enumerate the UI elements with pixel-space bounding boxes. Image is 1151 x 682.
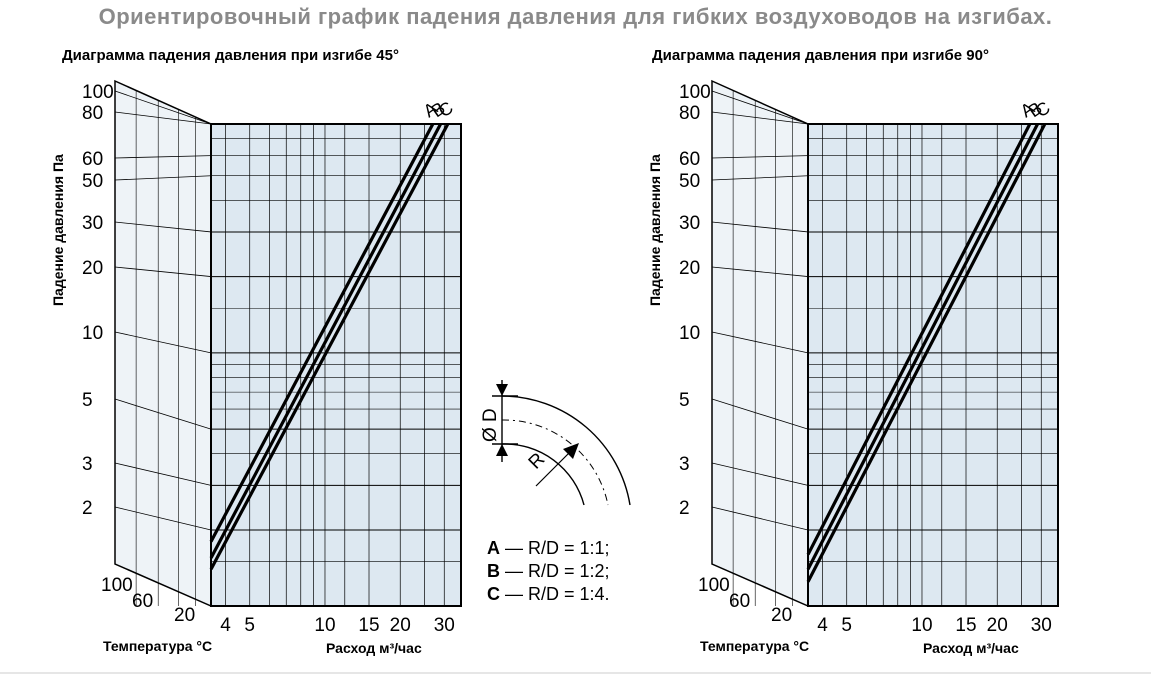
temperature-grid-line	[114, 462, 212, 486]
radius-arrow	[563, 443, 579, 459]
plot-area	[210, 123, 462, 607]
outer-arc	[501, 395, 631, 506]
temperature-grid-line	[114, 266, 212, 277]
temperature-tick-label: 60	[729, 591, 750, 612]
y-tick-label: 3	[82, 454, 93, 475]
series-line-C	[806, 123, 1047, 583]
y-tick-label: 2	[679, 498, 690, 519]
legend-b: B — R/D = 1:2;	[487, 561, 610, 582]
y-tick-label: 2	[82, 498, 93, 519]
diameter-label: Ø D	[480, 408, 501, 442]
temperature-tick-label: 60	[132, 591, 153, 612]
series-line-A	[806, 123, 1032, 556]
x-tick-label: 30	[1031, 615, 1052, 636]
temperature-grid-line	[711, 90, 809, 125]
x-tick-label: 30	[434, 615, 455, 636]
x-tick-label: 15	[358, 615, 379, 636]
legend-c: C — R/D = 1:4.	[487, 584, 610, 605]
y-tick-label: 20	[82, 258, 103, 279]
x-tick-label: 20	[390, 615, 411, 636]
temperature-grid-line	[114, 221, 212, 233]
series-line-A	[209, 123, 435, 543]
x-axis-label: Расход м³/час	[326, 640, 422, 656]
temperature-grid-line	[711, 266, 809, 277]
series-line-C	[209, 123, 450, 571]
legend-b-key: B	[487, 561, 500, 581]
y-tick-label: 5	[82, 390, 93, 411]
y-tick-label: 80	[679, 103, 700, 124]
inner-arc	[501, 443, 585, 506]
series-line-B	[209, 123, 442, 559]
legend-c-text: — R/D = 1:4.	[500, 584, 610, 604]
legend-a-key: A	[487, 538, 500, 558]
temperature-tick-label: 20	[174, 605, 195, 626]
legend-b-text: — R/D = 1:2;	[500, 561, 610, 581]
chart-title-90: Диаграмма падения давления при изгибе 90…	[652, 47, 989, 64]
y-axis-label: Падение давления Па	[50, 154, 66, 306]
x-tick-label: 4	[817, 615, 828, 636]
y-tick-label: 100	[82, 82, 114, 103]
temperature-grid-line	[114, 111, 212, 125]
y-tick-label: 10	[82, 323, 103, 344]
d-arrow-top	[496, 384, 508, 396]
x-axis-label: Расход м³/час	[923, 640, 1019, 656]
x-tick-label: 4	[220, 615, 231, 636]
x-tick-label: 10	[314, 615, 335, 636]
temperature-tick-label: 20	[771, 605, 792, 626]
y-tick-label: 30	[82, 213, 103, 234]
series-line-B	[806, 123, 1040, 570]
chart-title-45: Диаграмма падения давления при изгибе 45…	[62, 47, 399, 64]
temperature-grid-line	[711, 331, 809, 354]
y-tick-label: 20	[679, 258, 700, 279]
temperature-grid-line	[114, 155, 212, 159]
temperature-tick-label: 100	[101, 575, 133, 596]
plot-area	[807, 123, 1059, 607]
y-tick-label: 10	[679, 323, 700, 344]
temperature-grid-line	[114, 175, 212, 181]
y-tick-label: 5	[679, 390, 690, 411]
radius-label: R	[525, 449, 550, 474]
x-tick-label: 20	[987, 615, 1008, 636]
centerline-arc	[501, 419, 609, 506]
y-tick-label: 60	[679, 149, 700, 170]
temperature-grid-line	[711, 506, 809, 531]
legend-c-key: C	[487, 584, 500, 604]
x-tick-label: 10	[911, 615, 932, 636]
y-tick-label: 50	[679, 171, 700, 192]
y-tick-label: 60	[82, 149, 103, 170]
x-tick-label: 5	[244, 615, 255, 636]
y-axis-label: Падение давления Па	[647, 154, 663, 306]
temperature-grid-line	[711, 462, 809, 486]
x-tick-label: 15	[955, 615, 976, 636]
temperature-grid-line	[711, 175, 809, 181]
d-arrow-bottom	[496, 444, 508, 456]
temperature-axis-label: Температура °С	[700, 638, 809, 654]
y-tick-label: 30	[679, 213, 700, 234]
bend-geometry	[492, 380, 631, 506]
temperature-grid-line	[114, 506, 212, 531]
temperature-grid-line	[114, 90, 212, 125]
y-tick-label: 80	[82, 103, 103, 124]
temperature-grid-line	[711, 398, 809, 430]
y-tick-label: 50	[82, 171, 103, 192]
x-tick-label: 5	[841, 615, 852, 636]
legend-a: A — R/D = 1:1;	[487, 538, 610, 559]
y-tick-label: 100	[679, 82, 711, 103]
temperature-grid-line	[711, 111, 809, 125]
temperature-grid-line	[711, 221, 809, 233]
page-title: Ориентировочный график падения давления …	[98, 4, 1053, 29]
temperature-axis-label: Температура °С	[103, 638, 212, 654]
temperature-grid-line	[114, 398, 212, 430]
legend-a-text: — R/D = 1:1;	[500, 538, 610, 558]
footer-divider	[0, 672, 1151, 674]
y-tick-label: 3	[679, 454, 690, 475]
temperature-grid-line	[114, 331, 212, 354]
temperature-tick-label: 100	[698, 575, 730, 596]
temperature-grid-line	[711, 155, 809, 159]
